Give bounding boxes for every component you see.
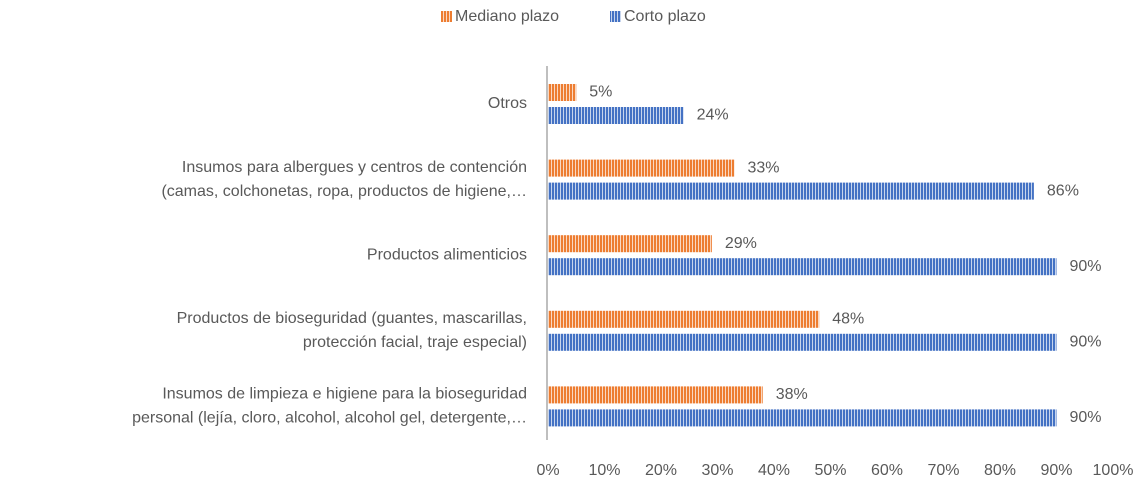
x-tick-label: 20% [645, 462, 677, 479]
category-label: Productos de bioseguridad (guantes, masc… [177, 310, 527, 327]
category-label: Productos alimenticios [367, 246, 527, 263]
x-tick-label: 60% [871, 462, 903, 479]
bar [548, 84, 577, 101]
value-label: 48% [832, 311, 864, 328]
category-label: Insumos para albergues y centros de cont… [182, 159, 527, 176]
bar [548, 159, 735, 177]
legend-label: Corto plazo [624, 8, 706, 25]
category-label: (camas, colchonetas, ropa, productos de … [161, 183, 527, 200]
x-tick-label: 90% [1040, 462, 1072, 479]
bar [548, 107, 684, 124]
bar [548, 235, 712, 253]
bar [548, 386, 763, 404]
category-label: protección facial, traje especial) [303, 334, 527, 351]
value-label: 33% [747, 159, 779, 176]
x-tick-label: 70% [927, 462, 959, 479]
value-label: 24% [697, 107, 729, 124]
value-label: 29% [725, 235, 757, 252]
category-label: personal (lejía, cloro, alcohol, alcohol… [132, 410, 527, 427]
category-label: Insumos de limpieza e higiene para la bi… [162, 386, 527, 403]
x-tick-label: 40% [758, 462, 790, 479]
value-label: 86% [1047, 182, 1079, 199]
value-label: 5% [589, 84, 612, 101]
bar [548, 310, 820, 328]
value-label: 90% [1070, 334, 1102, 351]
value-label: 90% [1070, 258, 1102, 275]
legend-swatch [610, 11, 621, 22]
x-tick-label: 100% [1093, 462, 1134, 479]
category-label: Otros [488, 95, 527, 112]
bar [548, 258, 1057, 276]
value-label: 38% [776, 386, 808, 403]
legend-swatch [441, 11, 452, 22]
bar [548, 333, 1057, 351]
x-tick-label: 0% [536, 462, 559, 479]
x-tick-label: 80% [984, 462, 1016, 479]
value-label: 90% [1070, 409, 1102, 426]
bar [548, 409, 1057, 427]
x-tick-label: 30% [701, 462, 733, 479]
bar [548, 182, 1034, 200]
legend-label: Mediano plazo [455, 8, 559, 25]
x-tick-label: 10% [588, 462, 620, 479]
x-tick-label: 50% [814, 462, 846, 479]
